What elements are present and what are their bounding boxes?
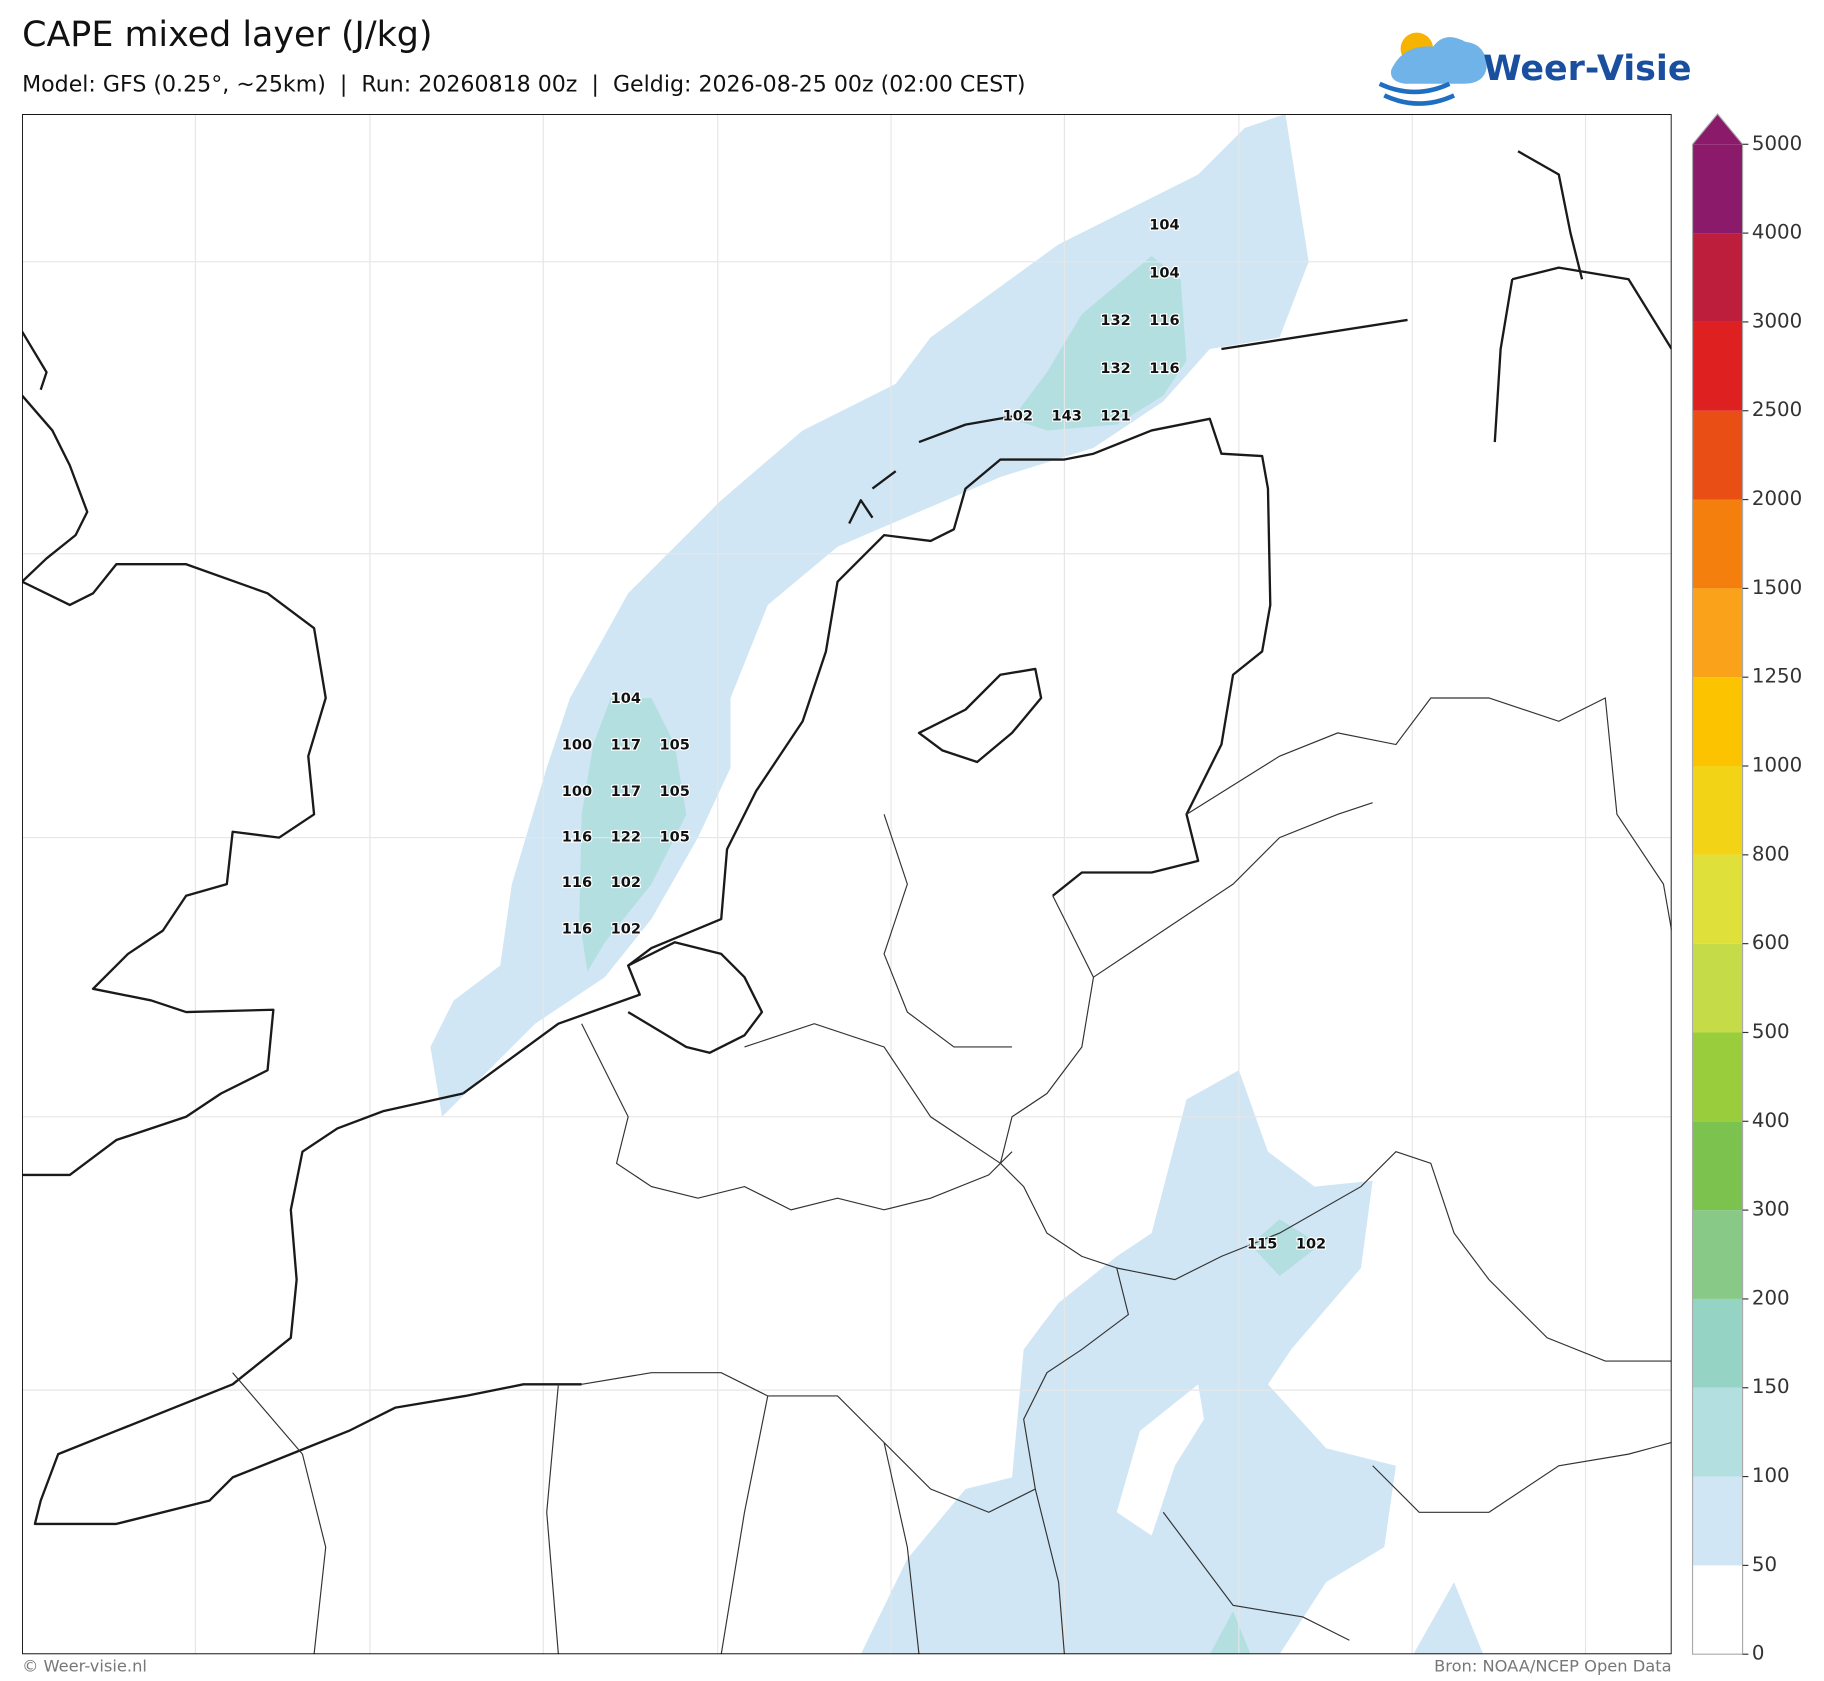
colorbar-label: 5000 bbox=[1752, 132, 1802, 155]
cape-value: 102 bbox=[1296, 1237, 1326, 1253]
cape-value: 104 bbox=[1149, 218, 1179, 234]
footer-left: © Weer-visie.nl bbox=[22, 1657, 147, 1676]
cape-value: 105 bbox=[660, 738, 690, 754]
cape-value: 115 bbox=[1247, 1237, 1277, 1253]
cape-value: 116 bbox=[562, 830, 592, 846]
colorbar-label: 1000 bbox=[1752, 754, 1802, 777]
cape-value: 116 bbox=[562, 875, 592, 891]
colorbar-label: 2000 bbox=[1752, 487, 1802, 510]
footer-right: Bron: NOAA/NCEP Open Data bbox=[1434, 1657, 1672, 1676]
cape-value: 121 bbox=[1100, 408, 1130, 424]
subtitle: Model: GFS (0.25°, ~25km) | Run: 2026081… bbox=[22, 71, 1025, 97]
colorbar-band bbox=[1692, 677, 1743, 767]
colorbar-label: 3000 bbox=[1752, 309, 1802, 332]
cape-value: 105 bbox=[660, 830, 690, 846]
colorbar-label: 2500 bbox=[1752, 398, 1802, 421]
borders bbox=[232, 697, 1672, 1655]
colorbar-label: 600 bbox=[1752, 931, 1790, 954]
colorbar-band bbox=[1692, 233, 1743, 322]
cape-value: 132 bbox=[1100, 313, 1130, 329]
cape-value: 102 bbox=[1003, 408, 1033, 424]
cape-value: 105 bbox=[660, 784, 690, 800]
cape-value: 122 bbox=[611, 830, 641, 846]
colorbar-band bbox=[1692, 1121, 1743, 1211]
cape-value: 102 bbox=[611, 875, 641, 891]
cape-value: 117 bbox=[611, 784, 641, 800]
colorbar-band bbox=[1692, 144, 1743, 234]
colorbar-label: 800 bbox=[1752, 842, 1790, 865]
colorbar-band bbox=[1692, 766, 1743, 855]
cape-value: 104 bbox=[611, 691, 641, 707]
colorbar-band bbox=[1692, 943, 1743, 1033]
colorbar: 0 50 100 150 200 300 400 500 600 800 1000 1250 1500 2… bbox=[1691, 113, 1802, 1665]
colorbar-label: 1250 bbox=[1752, 665, 1802, 688]
colorbar-band bbox=[1692, 1032, 1743, 1122]
colorbar-label: 200 bbox=[1752, 1286, 1790, 1309]
cape-value: 116 bbox=[562, 921, 592, 937]
cape-value: 116 bbox=[1149, 313, 1179, 329]
colorbar-band bbox=[1692, 1565, 1743, 1655]
colorbar-label: 0 bbox=[1752, 1642, 1765, 1665]
colorbar-label: 1500 bbox=[1752, 576, 1802, 599]
graticule bbox=[22, 114, 1672, 1655]
title: CAPE mixed layer (J/kg) bbox=[22, 15, 432, 55]
colorbar-label: 500 bbox=[1752, 1020, 1790, 1043]
logo: Weer-Visie bbox=[1378, 32, 1692, 106]
colorbar-label: 50 bbox=[1752, 1553, 1777, 1576]
colorbar-outline bbox=[1691, 113, 1744, 1655]
cape-value: 100 bbox=[562, 738, 592, 754]
cape-value: 116 bbox=[1149, 361, 1179, 377]
colorbar-band bbox=[1692, 1387, 1743, 1477]
cape-value: 100 bbox=[562, 784, 592, 800]
colorbar-label: 400 bbox=[1752, 1109, 1790, 1132]
map: 104 104 132 116 132 116 102 143 121 104 100 117 105 1… bbox=[22, 114, 1672, 1655]
cape-value: 132 bbox=[1100, 361, 1130, 377]
coastlines bbox=[22, 150, 1672, 1526]
colorbar-label: 150 bbox=[1752, 1375, 1790, 1398]
colorbar-label: 4000 bbox=[1752, 221, 1802, 244]
cape-fill bbox=[430, 114, 1484, 1655]
colorbar-band bbox=[1692, 1476, 1743, 1566]
colorbar-band bbox=[1692, 321, 1743, 411]
colorbar-label: 100 bbox=[1752, 1464, 1790, 1487]
colorbar-band bbox=[1692, 410, 1743, 500]
colorbar-band bbox=[1692, 499, 1743, 589]
colorbar-label: 300 bbox=[1752, 1198, 1790, 1221]
colorbar-band bbox=[1692, 1210, 1743, 1299]
cape-value: 143 bbox=[1052, 408, 1082, 424]
value-labels: 104 104 132 116 132 116 102 143 121 104 100 117 105 1… bbox=[561, 217, 1328, 1254]
logo-text: Weer-Visie bbox=[1483, 49, 1691, 89]
cape-value: 102 bbox=[611, 921, 641, 937]
colorbar-extend bbox=[1692, 114, 1743, 145]
cape-value: 117 bbox=[611, 738, 641, 754]
colorbar-band bbox=[1692, 588, 1743, 678]
colorbar-band bbox=[1692, 854, 1743, 944]
cape-value: 104 bbox=[1149, 265, 1179, 281]
colorbar-band bbox=[1692, 1298, 1743, 1388]
